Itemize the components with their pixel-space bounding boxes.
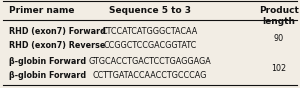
Text: 90: 90 (274, 34, 284, 43)
Text: Primer name: Primer name (9, 6, 74, 15)
Text: RHD (exon7) Reverse: RHD (exon7) Reverse (9, 41, 105, 50)
Text: 102: 102 (272, 64, 286, 73)
Text: Product
length: Product length (259, 6, 299, 26)
Text: β-globin Forward: β-globin Forward (9, 71, 86, 80)
Text: β-globin Forward: β-globin Forward (9, 57, 86, 66)
Text: CTCCATCATGGGCTACAA: CTCCATCATGGGCTACAA (102, 27, 198, 36)
Text: RHD (exon7) Forward: RHD (exon7) Forward (9, 27, 106, 36)
Text: Sequence 5 to 3: Sequence 5 to 3 (109, 6, 191, 15)
Text: CCTTGATACCAACCTGCCCAG: CCTTGATACCAACCTGCCCAG (93, 71, 207, 80)
Text: CCGGCTCCGACGGTATC: CCGGCTCCGACGGTATC (103, 41, 196, 50)
Text: GTGCACCTGACTCCTGAGGAGA: GTGCACCTGACTCCTGAGGAGA (88, 57, 212, 66)
